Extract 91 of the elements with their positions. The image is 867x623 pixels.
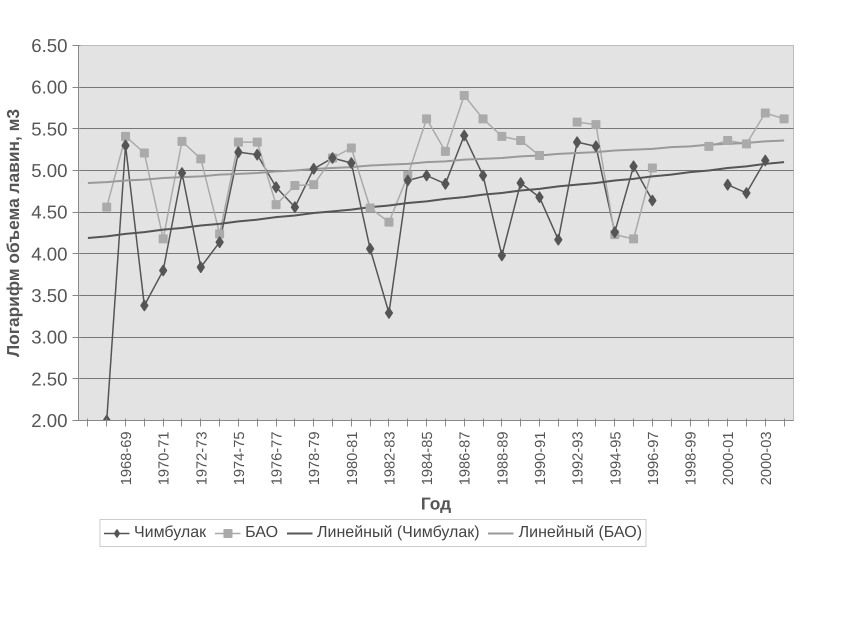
y-tick-label: 4.50 (31, 202, 68, 223)
point (177, 136, 186, 146)
y-tick-label: 3.50 (31, 285, 68, 306)
x-tick-label: 1994-95 (608, 431, 624, 486)
y-tick-label: 6.50 (31, 35, 68, 56)
point (290, 181, 300, 190)
x-tick-label: 1970-71 (156, 431, 173, 486)
point (478, 170, 488, 182)
point (629, 160, 638, 172)
point (347, 157, 356, 169)
y-tick-label: 4.00 (31, 243, 68, 264)
x-tick-label: 1980-81 (344, 431, 361, 486)
point (215, 236, 224, 248)
point (572, 136, 582, 148)
point (535, 191, 544, 204)
x-tick-label: 1986-87 (458, 431, 474, 486)
point (234, 138, 243, 147)
x-tick-label: 1978-79 (307, 431, 324, 486)
point (760, 108, 770, 118)
point (478, 114, 488, 124)
x-tick-label: 1998-99 (684, 431, 700, 486)
x-tick-label: 1990-91 (532, 431, 549, 486)
point (534, 151, 544, 160)
legend-label: Линейный (БАО) (518, 524, 642, 542)
x-tick-label: 1996-97 (646, 431, 662, 486)
x-tick-label: 1984-85 (420, 431, 436, 486)
point (422, 114, 432, 124)
point (272, 181, 280, 194)
point (234, 146, 243, 158)
point (441, 178, 450, 190)
x-tick-label: 1972-73 (194, 431, 210, 486)
point (422, 170, 431, 182)
x-tick-label: 1968-69 (119, 431, 136, 486)
point (159, 264, 168, 276)
point (648, 194, 657, 206)
point (761, 154, 770, 166)
point (121, 132, 130, 141)
y-tick-label: 5.50 (31, 118, 68, 140)
point (497, 132, 506, 141)
point (572, 118, 582, 127)
point (140, 148, 149, 158)
point (140, 300, 149, 312)
x-tick-label: 2000-01 (721, 431, 738, 486)
point (290, 201, 300, 214)
x-tick-label: 1982-83 (382, 431, 398, 486)
point (516, 136, 526, 145)
point (272, 200, 281, 210)
point (498, 250, 506, 262)
y-tick-label: 3.00 (31, 326, 68, 348)
x-tick-label: 1976-77 (270, 431, 286, 486)
point (309, 180, 318, 190)
point (742, 139, 751, 148)
point (404, 174, 412, 186)
legend-label: БАО (245, 524, 278, 542)
point (346, 144, 356, 152)
y-tick-label: 5.00 (31, 160, 68, 181)
y-axis-title: Логарифм объема лавин, м3 (3, 108, 24, 358)
point (648, 164, 657, 172)
point (366, 204, 375, 212)
legend-label: Линейный (Чимбулак) (317, 524, 480, 542)
y-tick-label: 2.50 (31, 368, 68, 390)
point (178, 167, 186, 179)
point (384, 218, 394, 227)
point (366, 242, 374, 255)
point (384, 307, 394, 319)
legend-label: Чимбулак (134, 524, 206, 542)
x-tick-label: 1988-89 (495, 431, 512, 486)
point (629, 234, 638, 244)
point (591, 120, 600, 130)
y-tick-label: 2.00 (31, 410, 68, 431)
point (158, 234, 168, 244)
point (215, 229, 224, 238)
point (121, 140, 130, 152)
point (723, 178, 732, 191)
point (102, 202, 112, 212)
point (742, 187, 751, 199)
point (516, 177, 525, 189)
point (592, 140, 600, 152)
y-tick-label: 6.00 (31, 76, 68, 98)
point (460, 91, 469, 100)
point (440, 146, 450, 156)
x-axis-title: Год (420, 493, 452, 514)
x-tick-label: 1992-93 (570, 431, 587, 486)
point (723, 136, 732, 145)
x-tick-label: 1974-75 (232, 431, 248, 486)
point (252, 138, 262, 147)
point (460, 130, 468, 142)
point (704, 142, 714, 151)
x-tick-label: 2000-03 (758, 431, 775, 486)
point (196, 154, 206, 164)
point (780, 114, 789, 124)
